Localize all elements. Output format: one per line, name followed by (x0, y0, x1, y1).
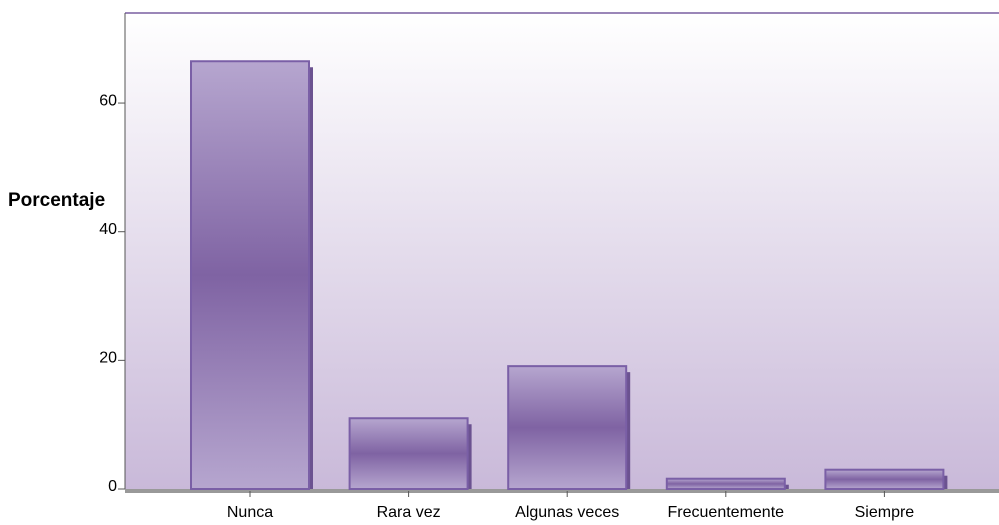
bar (665, 477, 786, 490)
y-tick-label: 60 (99, 92, 117, 109)
bar (348, 417, 469, 491)
y-tick-label: 40 (99, 221, 117, 238)
bar (507, 365, 628, 490)
bar (190, 60, 310, 490)
y-axis-label: Porcentaje (8, 190, 105, 211)
bar (824, 468, 945, 490)
x-tick-label: Siempre (855, 504, 915, 521)
x-tick-label: Frecuentemente (668, 504, 785, 521)
y-tick-label: 20 (99, 350, 117, 367)
x-tick-label: Algunas veces (515, 504, 619, 521)
x-tick-label: Nunca (227, 504, 273, 521)
x-tick-label: Rara vez (377, 504, 441, 521)
y-tick-label: 0 (108, 478, 117, 495)
